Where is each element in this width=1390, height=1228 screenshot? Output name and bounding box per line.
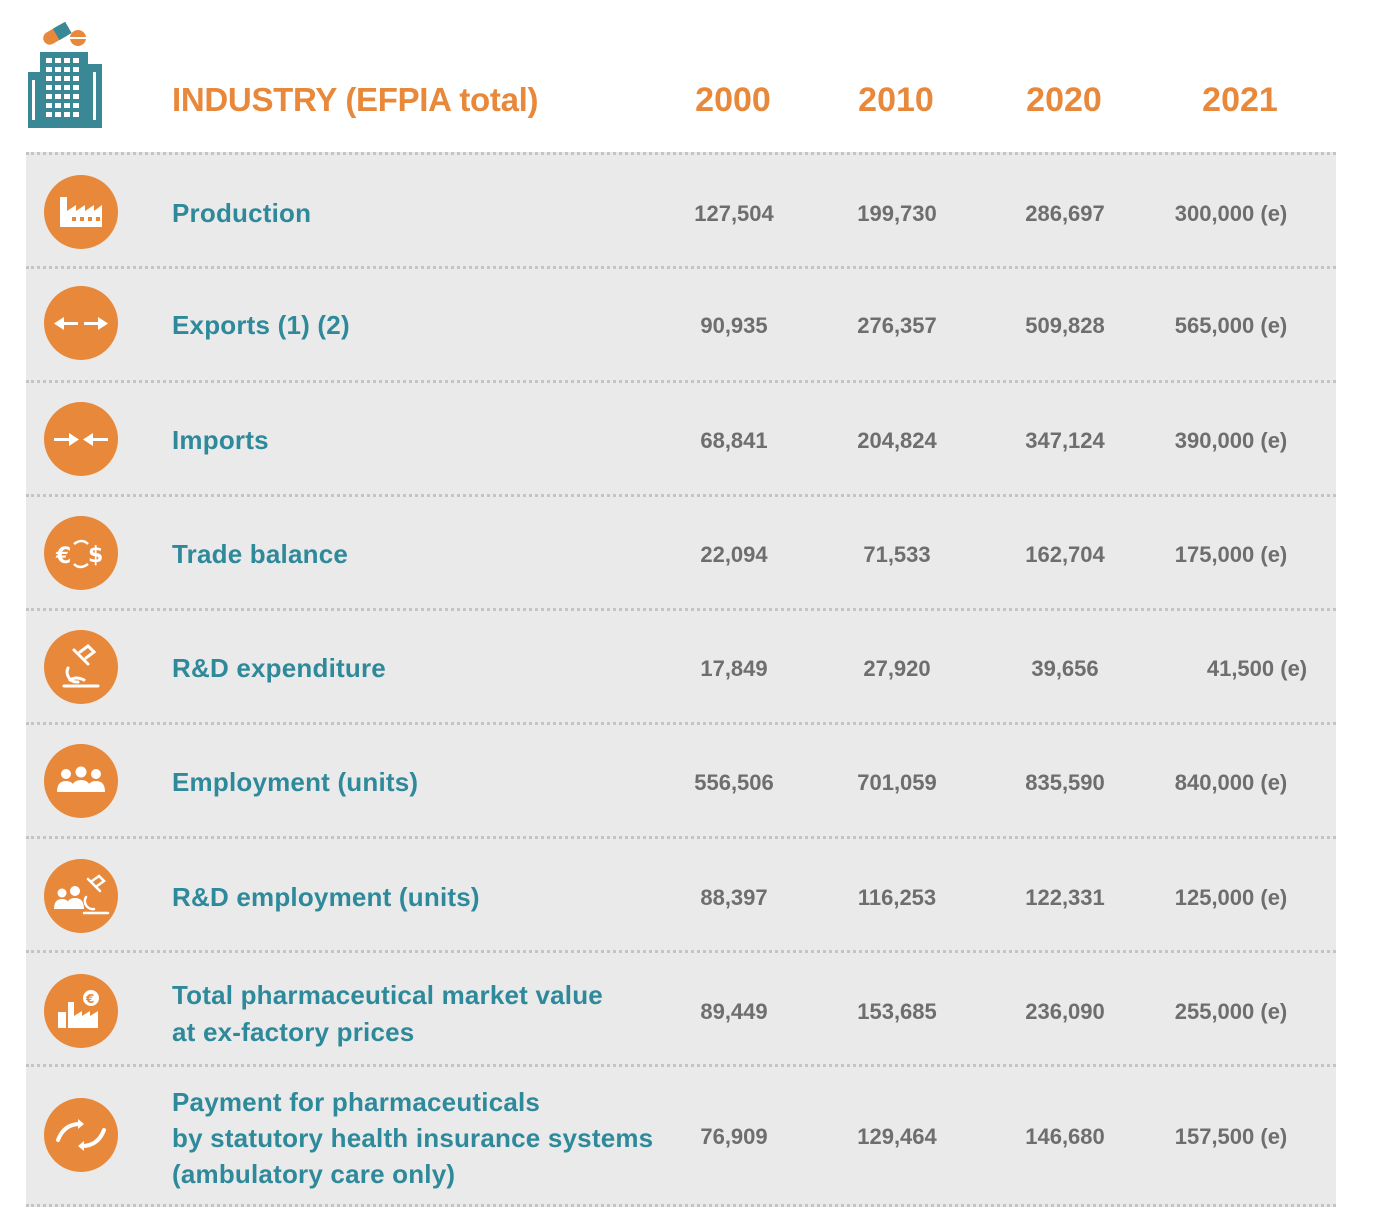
people-icon — [44, 744, 118, 818]
value-2010: 701,059 — [857, 770, 937, 795]
value-2021: 157,500 (e) — [1174, 1124, 1288, 1149]
row-label: R&D expenditure — [172, 653, 386, 683]
row-label-line: Payment for pharmaceuticals — [172, 1087, 541, 1117]
table-row: Imports 68,841 204,824 347,124 390,000 (… — [26, 380, 1336, 494]
value-2000: 127,504 — [694, 201, 774, 226]
value-2021: 565,000 (e) — [1174, 313, 1288, 338]
factory-euro-icon: € — [44, 974, 118, 1048]
value-2021: 840,000 (e) — [1174, 770, 1288, 795]
currency-exchange-icon: € $ — [44, 516, 118, 590]
row-label: Trade balance — [172, 539, 349, 569]
year-header-2020: 2020 — [1026, 81, 1102, 119]
pharma-building-icon — [26, 20, 104, 130]
value-2010: 199,730 — [857, 201, 937, 226]
row-label: Payment for pharmaceuticals by statutory… — [172, 1084, 653, 1192]
value-2020: 162,704 — [1025, 542, 1105, 567]
table-row: Payment for pharmaceuticals by statutory… — [26, 1064, 1336, 1207]
table-row: Employment (units) 556,506 701,059 835,5… — [26, 722, 1336, 836]
value-2020: 39,656 — [1031, 656, 1099, 681]
value-2000: 90,935 — [700, 313, 768, 338]
value-2021: 175,000 (e) — [1174, 542, 1288, 567]
table-row: € $ Trade balance 22,094 71,533 162,704 … — [26, 494, 1336, 608]
table-row: Exports (1) (2) 90,935 276,357 509,828 5… — [26, 266, 1336, 380]
value-2000: 88,397 — [700, 885, 768, 910]
value-2000: 68,841 — [700, 428, 768, 453]
row-label: Exports (1) (2) — [172, 310, 350, 340]
value-2021: 41,500 (e) — [1206, 656, 1308, 681]
value-2020: 835,590 — [1025, 770, 1105, 795]
table-row: Production 127,504 199,730 286,697 300,0… — [26, 152, 1336, 266]
value-2020: 146,680 — [1025, 1124, 1105, 1149]
export-arrows-icon — [44, 286, 118, 360]
table-title: INDUSTRY (EFPIA total) — [172, 81, 539, 118]
row-label: Employment (units) — [172, 767, 419, 797]
svg-text:€: € — [55, 544, 71, 569]
table-row: € Total pharmaceutical market value at e… — [26, 950, 1336, 1064]
value-2010: 204,824 — [857, 428, 937, 453]
hands-icon — [44, 1098, 118, 1172]
row-label: R&D employment (units) — [172, 882, 480, 912]
factory-icon — [44, 175, 118, 249]
people-microscope-icon — [44, 859, 118, 933]
table-header: INDUSTRY (EFPIA total) 2000 2010 2020 20… — [0, 0, 1390, 152]
year-header-2021: 2021 — [1202, 81, 1278, 119]
value-2000: 17,849 — [700, 656, 768, 681]
row-label: Imports — [172, 425, 269, 455]
row-label-line: (ambulatory care only) — [172, 1159, 456, 1189]
data-table: Production 127,504 199,730 286,697 300,0… — [26, 152, 1336, 1207]
value-2010: 71,533 — [863, 542, 931, 567]
microscope-icon — [44, 630, 118, 704]
year-header-2010: 2010 — [858, 81, 934, 119]
import-arrows-icon — [44, 402, 118, 476]
table-row: R&D employment (units) 88,397 116,253 12… — [26, 836, 1336, 950]
value-2020: 347,124 — [1025, 428, 1105, 453]
year-header-2000: 2000 — [695, 81, 771, 119]
value-2010: 153,685 — [857, 999, 937, 1024]
table-row: R&D expenditure 17,849 27,920 39,656 41,… — [26, 608, 1336, 722]
row-label-line: at ex-factory prices — [172, 1017, 415, 1047]
value-2021: 300,000 (e) — [1174, 201, 1288, 226]
row-label: Total pharmaceutical market value at ex-… — [172, 977, 603, 1051]
value-2000: 76,909 — [700, 1124, 768, 1149]
value-2020: 236,090 — [1025, 999, 1105, 1024]
row-label-line: by statutory health insurance systems — [172, 1123, 654, 1153]
value-2021: 125,000 (e) — [1174, 885, 1288, 910]
value-2020: 509,828 — [1025, 313, 1105, 338]
value-2000: 556,506 — [694, 770, 774, 795]
value-2021: 390,000 (e) — [1174, 428, 1288, 453]
svg-text:$: $ — [88, 543, 103, 568]
value-2010: 27,920 — [863, 656, 931, 681]
value-2000: 22,094 — [700, 542, 768, 567]
value-2020: 286,697 — [1025, 201, 1105, 226]
value-2010: 276,357 — [857, 313, 937, 338]
value-2021: 255,000 (e) — [1174, 999, 1288, 1024]
value-2000: 89,449 — [700, 999, 768, 1024]
row-label: Production — [172, 198, 312, 228]
svg-text:€: € — [85, 992, 94, 1006]
value-2010: 129,464 — [857, 1124, 937, 1149]
row-label-line: Total pharmaceutical market value — [172, 980, 603, 1010]
value-2020: 122,331 — [1025, 885, 1105, 910]
value-2010: 116,253 — [857, 885, 937, 910]
